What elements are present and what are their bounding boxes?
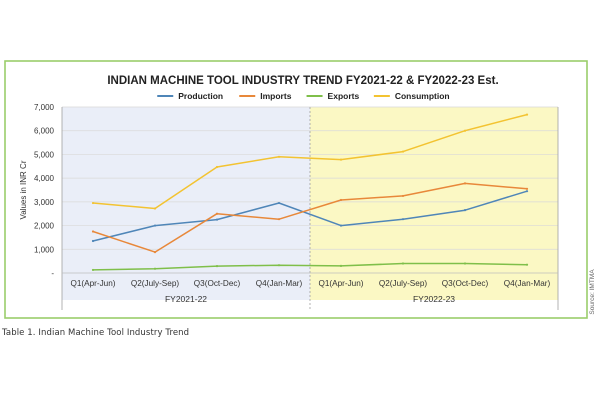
x-tick-label: Q2(July-Sep) [379,279,428,288]
x-tick-label: Q4(Jan-Mar) [256,279,303,288]
y-axis-label: Values in INR Cr [19,160,28,219]
data-point-exports [525,263,529,266]
data-point-exports [153,267,157,270]
data-point-exports [463,262,467,265]
data-point-production [463,209,467,212]
data-point-imports [153,251,157,254]
x-tick-label: Q3(Oct-Dec) [442,279,489,288]
chart-frame: INDIAN MACHINE TOOL INDUSTRY TREND FY202… [4,60,596,319]
data-point-production [215,218,219,221]
data-point-consumption [277,155,281,158]
x-tick-label: Q2(July-Sep) [131,279,180,288]
x-tick-label: Q4(Jan-Mar) [504,279,551,288]
x-tick-label: Q1(Apr-Jun) [318,279,363,288]
data-point-consumption [401,150,405,153]
data-point-exports [215,265,219,268]
data-point-production [525,190,529,193]
data-point-exports [277,264,281,267]
y-tick-label: 5,000 [34,150,55,159]
y-tick-label: - [51,269,54,278]
data-point-imports [277,218,281,221]
data-point-production [91,239,95,243]
x-tick-label: Q1(Apr-Jun) [70,279,115,288]
data-point-production [153,224,157,227]
data-point-imports [401,194,405,198]
figure-caption: Table 1. Indian Machine Tool Industry Tr… [2,328,190,338]
data-point-consumption [153,207,157,210]
data-point-consumption [339,158,343,161]
x-tick-label: Q3(Oct-Dec) [194,279,241,288]
series-line-exports [92,262,528,271]
data-point-imports [525,187,529,190]
legend-label-consumption: Consumption [395,91,450,101]
data-point-exports [401,262,405,265]
data-point-production [277,201,281,205]
source-note: Source: IMTMA [589,269,596,315]
chart-title: INDIAN MACHINE TOOL INDUSTRY TREND FY202… [107,75,498,87]
series-line-consumption [92,113,528,210]
legend-label-imports: Imports [260,91,291,101]
y-tick-label: 4,000 [34,174,55,183]
data-point-production [339,224,343,227]
data-point-imports [91,230,95,233]
plot-area: - 1,000 2,000 3,000 4,000 5,000 6,000 7,000 Q1(A… [34,103,559,310]
y-tick-label: 2,000 [34,222,55,231]
series-line-imports [92,182,528,253]
group-label: FY2021-22 [165,294,207,304]
data-point-imports [339,198,343,202]
data-point-consumption [463,129,467,132]
series-line-production [92,190,528,242]
legend-label-exports: Exports [328,91,360,101]
period-band-2 [310,107,558,300]
y-tick-label: 3,000 [34,198,55,207]
data-point-consumption [91,201,95,205]
chart-legend: Production Imports Exports Consumption [157,91,450,101]
legend-label-production: Production [178,91,223,101]
y-tick-label: 7,000 [34,103,55,112]
data-point-consumption [525,113,529,116]
data-point-imports [463,182,467,185]
y-tick-label: 1,000 [34,245,55,254]
data-point-imports [215,212,219,215]
group-label: FY2022-23 [413,294,455,304]
y-tick-label: 6,000 [34,127,55,136]
data-point-production [401,218,405,221]
data-point-consumption [215,165,219,169]
data-point-exports [91,268,95,272]
data-point-exports [339,264,343,267]
